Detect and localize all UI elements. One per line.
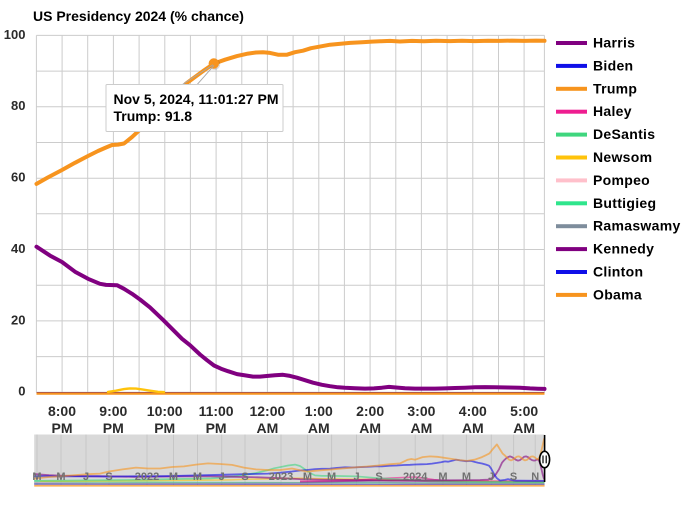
svg-text:11:00: 11:00 [199,403,234,419]
svg-text:J: J [219,471,225,483]
svg-text:M: M [462,471,471,483]
svg-text:Harris: Harris [593,35,635,51]
svg-text:M: M [56,471,65,483]
svg-text:Trump: Trump [593,80,637,96]
svg-text:Obama: Obama [593,286,642,302]
svg-text:8:00: 8:00 [48,403,76,419]
svg-text:M: M [193,471,202,483]
svg-text:4:00: 4:00 [459,403,487,419]
svg-text:J: J [353,471,359,483]
svg-text:S: S [510,471,517,483]
svg-text:AM: AM [308,420,330,436]
svg-text:PM: PM [103,420,124,436]
svg-text:S: S [105,471,112,483]
svg-text:Trump: 91.8: Trump: 91.8 [114,108,193,124]
svg-text:2023: 2023 [269,471,293,483]
svg-text:12:00: 12:00 [249,403,285,419]
svg-text:Nov 5, 2024, 11:01:27 PM: Nov 5, 2024, 11:01:27 PM [114,91,279,107]
svg-text:Pompeo: Pompeo [593,172,650,188]
svg-text:AM: AM [462,420,484,436]
svg-text:5:00: 5:00 [510,403,538,419]
svg-text:100: 100 [4,27,26,42]
svg-text:S: S [375,471,382,483]
svg-text:S: S [241,471,248,483]
svg-text:2024: 2024 [403,471,428,483]
svg-text:Haley: Haley [593,103,632,119]
svg-text:Ramaswamy: Ramaswamy [593,218,681,234]
svg-text:AM: AM [257,420,279,436]
svg-text:PM: PM [206,420,227,436]
svg-text:2022: 2022 [135,471,159,483]
svg-text:M: M [32,471,41,483]
svg-text:N: N [531,471,539,483]
svg-text:20: 20 [11,312,25,327]
svg-text:PM: PM [52,420,73,436]
svg-text:US Presidency 2024 (% chance): US Presidency 2024 (% chance) [33,8,244,24]
svg-text:M: M [438,471,447,483]
svg-text:10:00: 10:00 [147,403,183,419]
svg-text:40: 40 [11,241,25,256]
svg-text:AM: AM [359,420,381,436]
svg-text:Buttigieg: Buttigieg [593,195,656,211]
svg-text:80: 80 [11,98,25,113]
svg-text:PM: PM [154,420,175,436]
svg-text:2:00: 2:00 [356,403,384,419]
svg-text:J: J [83,471,89,483]
svg-text:60: 60 [11,170,25,185]
svg-text:Clinton: Clinton [593,264,643,280]
svg-text:AM: AM [513,420,535,436]
svg-text:M: M [169,471,178,483]
svg-text:Biden: Biden [593,57,633,73]
svg-text:DeSantis: DeSantis [593,126,655,142]
svg-text:AM: AM [411,420,433,436]
svg-text:0: 0 [18,384,25,399]
svg-text:M: M [303,471,312,483]
svg-text:3:00: 3:00 [407,403,435,419]
svg-text:Kennedy: Kennedy [593,241,654,257]
svg-text:Newsom: Newsom [593,149,652,165]
svg-text:1:00: 1:00 [305,403,333,419]
svg-text:9:00: 9:00 [99,403,127,419]
svg-text:M: M [327,471,336,483]
svg-text:J: J [488,471,494,483]
